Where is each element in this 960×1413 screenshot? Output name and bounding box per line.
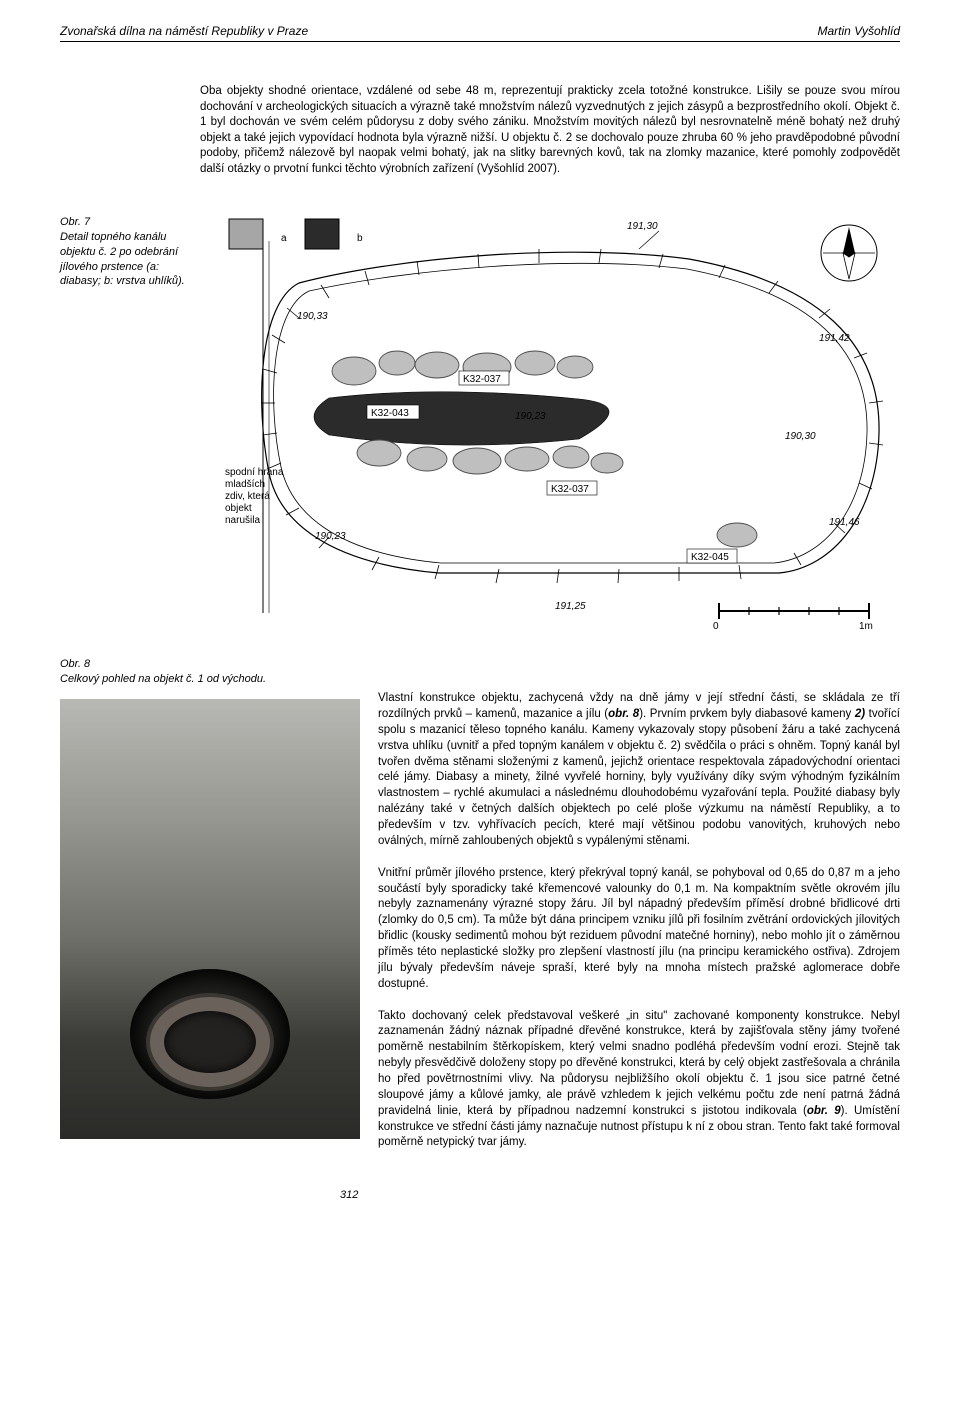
label-k32-045: K32-045 — [691, 552, 729, 563]
figure-8-title: Obr. 8 — [60, 658, 90, 670]
figure-8-caption: Obr. 8 Celkový pohled na objekt č. 1 od … — [60, 657, 360, 687]
intro-paragraph: Oba objekty shodné orientace, vzdálené o… — [200, 84, 900, 177]
figure-7-plan-drawing: a b 191,30 — [218, 213, 900, 633]
figure-7-caption: Obr. 7 Detail topného kanálu objektu č. … — [60, 213, 200, 289]
header-author-right: Martin Vyšohlíd — [818, 24, 900, 38]
ref-obr-8: obr. 8 — [608, 708, 639, 720]
elev-r1: 191,42 — [819, 333, 850, 344]
figure-7-body: Detail topného kanálu objektu č. 2 po od… — [60, 231, 185, 288]
sidenote-l5: narušila — [225, 515, 260, 526]
elev-bottom: 191,25 — [555, 601, 586, 612]
elev-top: 191,30 — [627, 221, 658, 232]
page-number: 312 — [340, 1189, 900, 1201]
ref-obr-9: obr. 9 — [807, 1105, 841, 1117]
ref-note-2: 2) — [855, 708, 865, 720]
figure-8-photo — [60, 699, 360, 1139]
label-k32-043: K32-043 — [371, 408, 409, 419]
elev-tl: 190,33 — [297, 311, 328, 322]
body-paragraph-2: Vnitřní průměr jílového prstence, který … — [378, 866, 900, 993]
legend-a-label: a — [281, 233, 287, 244]
elev-bl: 190,23 — [315, 531, 346, 542]
elev-r3: 191,46 — [829, 517, 860, 528]
scale-0: 0 — [713, 621, 719, 632]
figure-8-body: Celkový pohled na objekt č. 1 od východu… — [60, 673, 266, 685]
scale-bar: 0 1m — [713, 603, 873, 632]
sidenote-l4: objekt — [225, 503, 252, 514]
legend-b-label: b — [357, 233, 363, 244]
body-paragraph-1: Vlastní konstrukce objektu, zachycená vž… — [378, 691, 900, 850]
elev-r2: 190,30 — [785, 431, 816, 442]
figure-7-title: Obr. 7 — [60, 216, 90, 228]
charcoal-layer — [314, 392, 609, 445]
scale-1m: 1m — [859, 621, 873, 632]
sidenote-l1: spodní hrana — [225, 467, 284, 478]
header-title-left: Zvonařská dílna na náměstí Republiky v P… — [60, 24, 308, 38]
sidenote-l3: zdiv, která — [225, 491, 270, 502]
sidenote-l2: mladších — [225, 479, 265, 490]
label-k32-037-top: K32-037 — [463, 374, 501, 385]
label-k32-037-bot: K32-037 — [551, 484, 589, 495]
compass-icon — [821, 225, 877, 281]
body-paragraph-3: Takto dochovaný celek představoval veške… — [378, 1009, 900, 1152]
elev-center: 190,23 — [515, 411, 546, 422]
